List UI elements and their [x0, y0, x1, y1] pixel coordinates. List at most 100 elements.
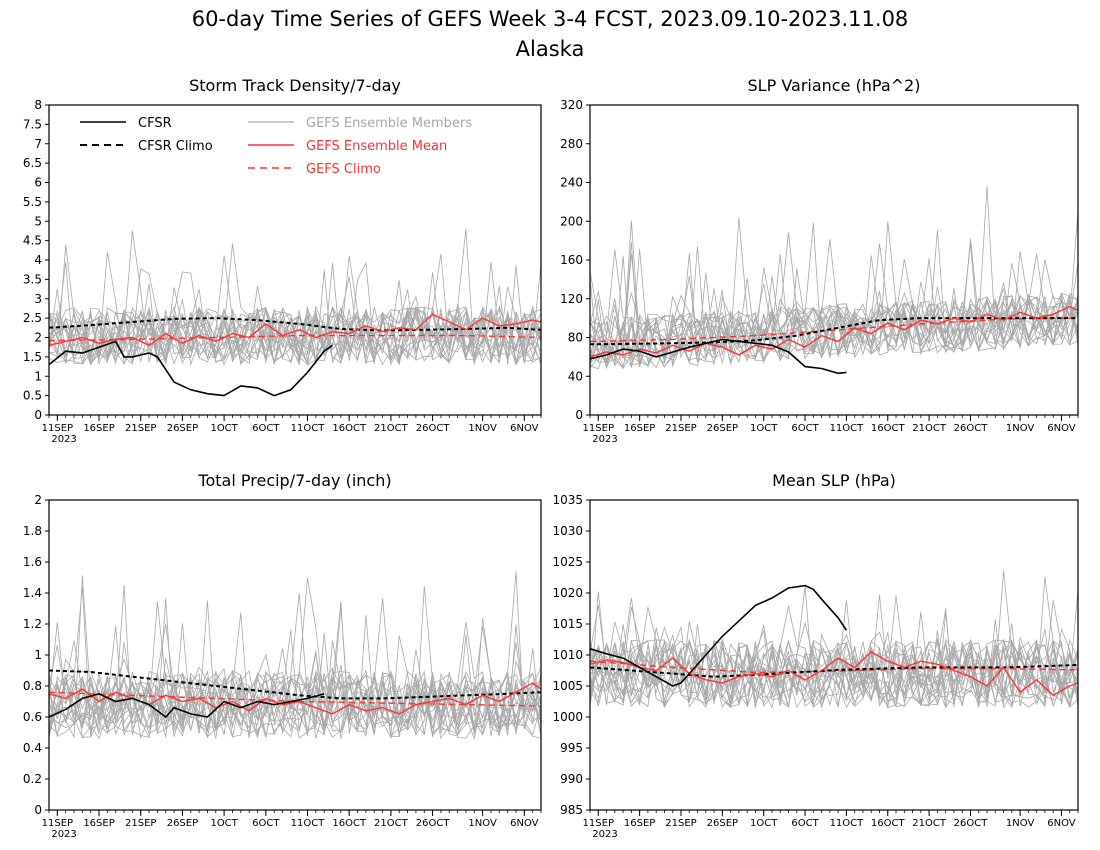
y-tick-label: 995 — [560, 741, 583, 755]
ensemble-member-line — [590, 640, 1078, 709]
ensemble-member-line — [49, 622, 541, 738]
panels: Storm Track Density/7-day 0 0.5 1 1.5 2 2.5 3 3.… — [23, 76, 1079, 840]
x-tick-label: 1NOV — [1006, 818, 1035, 829]
x-tick-label: 16SEP — [83, 423, 114, 434]
x-year-label: 2023 — [592, 434, 617, 445]
x-tick-label: 16SEP — [624, 423, 655, 434]
x-tick-label: 6NOV — [1047, 818, 1076, 829]
x-tick-label: 21SEP — [125, 423, 156, 434]
x-tick-label: 16OCT — [871, 423, 906, 434]
legend-cfsr-climo-label: CFSR Climo — [138, 139, 213, 154]
x-tick-label: 11OCT — [291, 423, 326, 434]
y-tick-label: 5 — [34, 214, 42, 228]
x-tick-label: 1OCT — [210, 423, 238, 434]
y-tick-label: 7 — [34, 137, 42, 151]
y-tick-label: 1030 — [552, 524, 583, 538]
y-tick-label: 8 — [34, 98, 42, 112]
series-cfsr — [49, 340, 333, 397]
x-tick-label: 1OCT — [750, 423, 778, 434]
x-tick-label: 11OCT — [830, 423, 865, 434]
chart-panel-2: SLP Variance (hPa^2) 0 40 80 120 160 200 240 280… — [560, 76, 1079, 445]
y-tick-label: 6 — [34, 176, 42, 190]
x-tick-label: 21OCT — [912, 818, 947, 829]
ensemble-members — [49, 229, 541, 366]
y-tick-label: 80 — [568, 331, 583, 345]
y-tick-label: 0 — [34, 408, 42, 422]
series-gefs-ensemble-mean — [49, 313, 541, 347]
x-tick-label: 26SEP — [707, 818, 738, 829]
ensemble-member-line — [49, 614, 541, 738]
x-tick-label: 1OCT — [750, 818, 778, 829]
series-gefs-ensemble-mean — [590, 305, 1078, 358]
x-tick-label: 6NOV — [1047, 423, 1076, 434]
legend-members-label: GEFS Ensemble Members — [306, 116, 472, 131]
y-tick-label: 4 — [34, 253, 42, 267]
ensemble-member-line — [590, 220, 1078, 366]
y-tick-label: 0.8 — [23, 679, 42, 693]
y-tick-label: 1.5 — [23, 350, 42, 364]
ensemble-member-line — [49, 623, 541, 738]
figure-subtitle: Alaska — [516, 37, 585, 61]
x-tick-label: 16OCT — [871, 818, 906, 829]
y-tick-label: 6.5 — [23, 156, 42, 170]
x-tick-label: 21OCT — [912, 423, 947, 434]
x-tick-label: 26OCT — [954, 423, 989, 434]
x-tick-label: 26SEP — [167, 423, 198, 434]
y-tick-label: 1015 — [552, 617, 583, 631]
x-tick-label: 6OCT — [252, 423, 280, 434]
y-tick-label: 2 — [34, 493, 42, 507]
panel-title: Total Precip/7-day (inch) — [197, 471, 391, 490]
ensemble-member-line — [49, 230, 541, 365]
x-tick-label: 21SEP — [665, 818, 696, 829]
x-tick-label: 11OCT — [830, 818, 865, 829]
ensemble-members — [590, 570, 1078, 709]
x-tick-label: 16SEP — [83, 818, 114, 829]
ensemble-member-line — [590, 639, 1078, 709]
ensemble-member-line — [49, 255, 541, 365]
y-tick-label: 3 — [34, 292, 42, 306]
x-tick-label: 26OCT — [954, 818, 989, 829]
x-tick-label: 21SEP — [125, 818, 156, 829]
x-tick-label: 11SEP — [583, 818, 614, 829]
series-gefs-ensemble-mean — [590, 651, 1078, 697]
x-tick-label: 1NOV — [468, 423, 497, 434]
y-tick-label: 1010 — [552, 648, 583, 662]
y-tick-label: 0.4 — [23, 741, 42, 755]
chart-panel-3: Total Precip/7-day (inch)00.20.40.60.811… — [23, 471, 542, 840]
ensemble-members — [590, 186, 1078, 370]
y-tick-label: 2.5 — [23, 311, 42, 325]
y-tick-label: 1.2 — [23, 617, 42, 631]
ensemble-member-line — [590, 289, 1078, 370]
x-year-label: 2023 — [592, 829, 617, 840]
y-tick-label: 1020 — [552, 586, 583, 600]
legend-gefs-climo-label: GEFS Climo — [306, 162, 381, 177]
y-tick-label: 1025 — [552, 555, 583, 569]
y-tick-label: 120 — [560, 292, 583, 306]
panel-title: Storm Track Density/7-day — [189, 76, 401, 95]
y-tick-label: 5.5 — [23, 195, 42, 209]
x-tick-label: 11SEP — [583, 423, 614, 434]
series-cfsr — [590, 584, 848, 687]
y-tick-label: 240 — [560, 176, 583, 190]
x-tick-label: 26SEP — [167, 818, 198, 829]
ensemble-member-line — [49, 307, 541, 366]
y-tick-label: 3.5 — [23, 272, 42, 286]
series-gefs-climo — [49, 334, 541, 342]
y-tick-label: 320 — [560, 98, 583, 112]
ensemble-member-line — [49, 592, 541, 737]
x-tick-label: 6OCT — [791, 818, 819, 829]
x-tick-label: 6NOV — [510, 818, 539, 829]
legend-ens-mean-label: GEFS Ensemble Mean — [306, 139, 447, 154]
x-tick-label: 1OCT — [210, 818, 238, 829]
ensemble-member-line — [49, 305, 541, 365]
x-tick-label: 26SEP — [707, 423, 738, 434]
chart-panel-4: Mean SLP (hPa) 985 990 995 1000 1005 1010 1015 1… — [552, 471, 1079, 840]
legend-cfsr-label: CFSR — [138, 116, 172, 131]
x-tick-label: 16SEP — [624, 818, 655, 829]
x-tick-label: 6NOV — [510, 423, 539, 434]
ensemble-members — [49, 571, 541, 741]
x-tick-label: 6OCT — [252, 818, 280, 829]
y-tick-label: 40 — [568, 369, 583, 383]
ensemble-member-line — [49, 629, 541, 739]
x-tick-label: 16OCT — [332, 423, 367, 434]
